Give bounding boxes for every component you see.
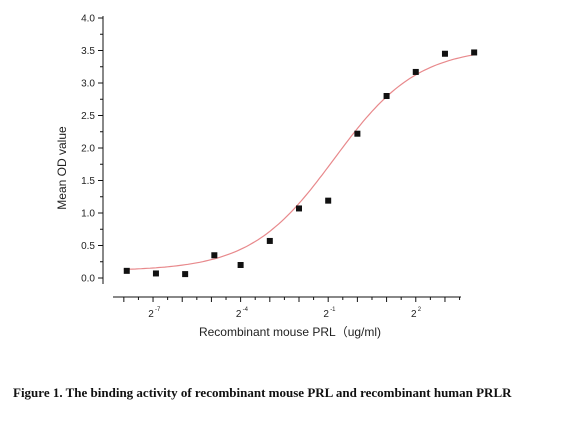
data-point: [296, 205, 302, 212]
y-tick-label: 3.0: [81, 79, 95, 90]
data-point: [471, 49, 478, 56]
x-tick-exponent: 2: [418, 307, 422, 313]
x-axis: 2 -7 2 -4 2 -1 2 2: [113, 296, 461, 320]
y-tick-label: 1.5: [81, 176, 95, 187]
x-tick-label: 2: [323, 309, 329, 320]
y-tick-label: 2.5: [81, 111, 95, 122]
data-point: [441, 50, 448, 57]
y-tick-label: 1.0: [81, 209, 95, 220]
data-point: [182, 271, 189, 278]
data-point: [354, 130, 361, 137]
data-point: [383, 93, 390, 99]
data-point: [152, 270, 159, 277]
data-point: [266, 237, 273, 244]
x-tick-label: 2: [236, 309, 242, 320]
fit-curve-group: [123, 54, 475, 270]
data-points: [123, 49, 478, 278]
y-tick-label: 2.0: [81, 144, 95, 155]
y-tick-label: 0.5: [81, 241, 95, 252]
data-point: [123, 267, 130, 274]
y-tick-label: 4.0: [81, 14, 95, 25]
x-tick-exponent: -1: [330, 307, 336, 313]
x-tick-label: 2: [148, 309, 154, 320]
data-point: [211, 252, 218, 259]
y-axis-label: Mean OD value: [55, 126, 69, 210]
x-tick-exponent: -7: [155, 307, 161, 313]
x-tick-label: 2: [411, 309, 417, 320]
data-point: [412, 68, 419, 75]
y-axis: 0.0 0.5 1.0 1.5 2.0 2.5 3.0 3.5 4.0: [81, 14, 104, 285]
y-tick-label: 0.0: [81, 274, 95, 285]
figure-caption: Figure 1. The binding activity of recomb…: [13, 385, 512, 400]
data-point: [325, 197, 332, 204]
x-tick-exponent: -4: [243, 307, 249, 313]
x-axis-label: Recombinant mouse PRL（ug/ml): [199, 325, 381, 339]
data-point: [237, 262, 244, 268]
y-tick-label: 3.5: [81, 46, 95, 57]
fit-curve: [123, 54, 475, 270]
